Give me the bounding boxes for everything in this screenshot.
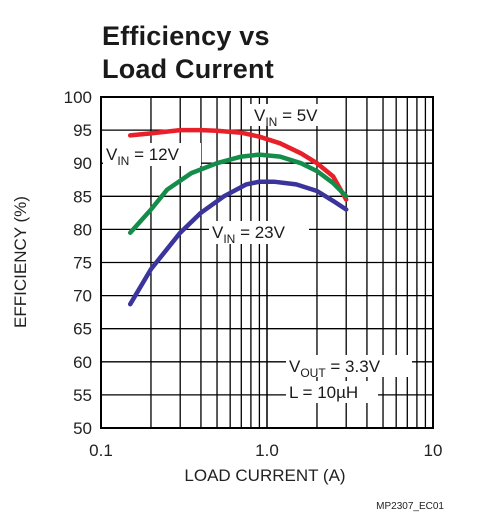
y-tick-label: 95: [73, 121, 92, 140]
x-axis-label: LOAD CURRENT (A): [184, 466, 345, 485]
x-tick-label: 1.0: [255, 441, 279, 460]
annotation-inductor-bg: [286, 381, 378, 403]
series-label-vin-23v: VIN = 23V: [212, 223, 286, 246]
series-label-vin-5v: VIN = 5V: [254, 106, 318, 129]
x-tick-label: 0.1: [89, 441, 113, 460]
y-tick-label: 85: [73, 187, 92, 206]
y-tick-label: 100: [64, 88, 92, 107]
series-line-3: [127, 179, 349, 307]
annotation-inductor: L = 10µH: [289, 383, 358, 402]
annotation-vout-bg: [286, 355, 412, 377]
y-tick-label: 60: [73, 353, 92, 372]
y-axis-label: EFFICIENCY (%): [11, 196, 30, 328]
y-tick-label: 75: [73, 254, 92, 273]
chart-title-line-1: Efficiency vs: [102, 21, 270, 51]
series-label-vin-12v-bg: [103, 143, 201, 166]
series-label-vin-5v-bg: [250, 104, 340, 126]
series-line-1: [127, 127, 349, 202]
y-tick-label: 55: [73, 386, 92, 405]
figure-code: MP2307_EC01: [376, 501, 444, 512]
chart-tick-labels: 50 55 60 65 70 75 80 85 90 95 100 0.1 1.0 10: [64, 88, 443, 460]
y-tick-label: 80: [73, 220, 92, 239]
chart-series-labels: VIN = 5V VIN = 12V VIN = 23V VOUT = 3.3V L =…: [103, 104, 412, 403]
chart-series: [127, 127, 349, 307]
y-tick-label: 90: [73, 154, 92, 173]
y-tick-label: 65: [73, 320, 92, 339]
y-tick-label: 50: [73, 419, 92, 438]
chart-title: Efficiency vs Load Current: [102, 20, 274, 86]
series-line-2: [127, 152, 349, 235]
series-label-vin-12v: VIN = 12V: [106, 145, 180, 168]
annotation-vout: VOUT = 3.3V: [289, 357, 381, 380]
chart-title-line-2: Load Current: [102, 54, 274, 84]
series-label-vin-23v-bg: [209, 221, 309, 244]
y-tick-label: 70: [73, 287, 92, 306]
x-tick-label: 10: [424, 441, 443, 460]
plot-frame: [100, 96, 434, 429]
